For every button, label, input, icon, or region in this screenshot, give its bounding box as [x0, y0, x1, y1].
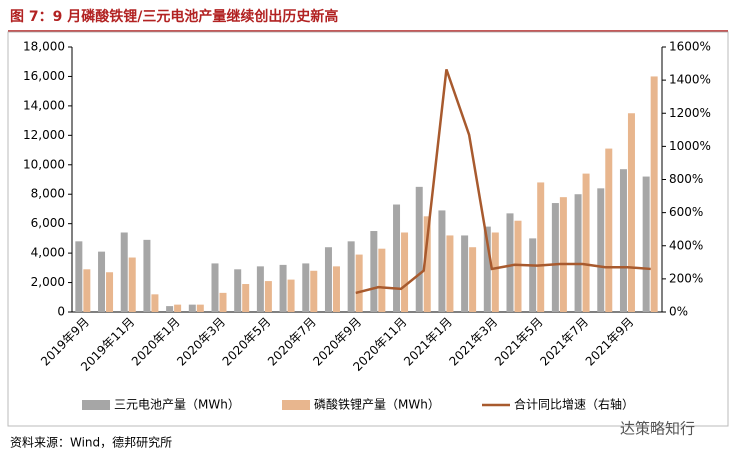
bar	[188, 304, 196, 312]
bar	[415, 186, 423, 312]
bar	[143, 239, 151, 312]
legend-label: 三元电池产量（MWh）	[114, 398, 240, 412]
bar	[378, 248, 386, 312]
bar	[619, 169, 627, 312]
bar	[650, 76, 658, 312]
y2-tick-label: 1400%	[669, 73, 711, 87]
y2-tick-label: 800%	[669, 172, 703, 186]
legend-swatch	[82, 400, 110, 410]
y2-tick-label: 0%	[669, 305, 688, 319]
y-tick-label: 2,000	[31, 275, 65, 289]
y-tick-label: 10,000	[23, 157, 65, 171]
y2-tick-label: 600%	[669, 205, 703, 219]
y2-tick-label: 1600%	[669, 40, 711, 54]
y-tick-label: 18,000	[23, 40, 65, 54]
bar	[506, 213, 514, 312]
bar	[279, 264, 287, 312]
line-series	[355, 68, 651, 295]
bar	[642, 176, 650, 312]
x-tick-label: 2020年7月	[265, 315, 319, 369]
bar	[310, 270, 318, 312]
bar	[446, 235, 454, 312]
y2-tick-label: 1000%	[669, 139, 711, 153]
y-tick-label: 4,000	[31, 246, 65, 260]
bar	[332, 266, 340, 312]
bar	[106, 272, 114, 312]
legend-label: 合计同比增速（右轴）	[514, 397, 634, 412]
bar	[211, 263, 219, 312]
bar	[196, 304, 204, 312]
y-tick-label: 8,000	[31, 187, 65, 201]
bar	[355, 254, 363, 312]
bar	[582, 173, 590, 312]
bar	[401, 232, 409, 312]
x-tick-label: 2021年1月	[401, 315, 455, 369]
y2-tick-label: 200%	[669, 271, 703, 285]
bar	[529, 238, 537, 312]
bar	[174, 304, 182, 312]
bar	[234, 269, 242, 312]
chart-title: 图 7：9 月磷酸铁锂/三元电池产量继续创出历史新高	[10, 8, 338, 25]
bar	[370, 231, 378, 312]
y2-tick-label: 1200%	[669, 106, 711, 120]
bar	[128, 257, 136, 312]
bar	[423, 216, 431, 312]
bar	[151, 294, 159, 312]
x-tick-label: 2021年7月	[537, 315, 591, 369]
y2-tick-label: 400%	[669, 238, 703, 252]
legend-swatch	[282, 400, 310, 410]
watermark: 达策略知行	[620, 420, 695, 438]
bar	[574, 194, 582, 312]
bar	[83, 269, 91, 312]
bar	[551, 203, 559, 312]
x-tick-label: 2020年3月	[174, 315, 228, 369]
bar	[438, 210, 446, 312]
bar	[627, 113, 635, 312]
bar	[287, 279, 295, 312]
bar	[469, 247, 477, 312]
bar	[324, 247, 332, 312]
y-tick-label: 12,000	[23, 128, 65, 142]
legend-label: 磷酸铁锂产量（MWh）	[314, 397, 440, 412]
x-tick-label: 2021年3月	[447, 315, 501, 369]
y-tick-label: 6,000	[31, 216, 65, 230]
bar	[514, 220, 522, 312]
x-tick-label: 2020年1月	[129, 315, 183, 369]
bar	[537, 182, 545, 312]
bar	[605, 148, 613, 312]
bar	[302, 263, 310, 312]
bar	[597, 188, 605, 312]
bar	[559, 197, 567, 312]
bar	[347, 241, 355, 312]
bar	[264, 281, 272, 312]
bar	[256, 266, 264, 312]
bar	[120, 232, 128, 312]
bar	[393, 204, 401, 312]
bar	[219, 292, 227, 312]
y-tick-label: 14,000	[23, 98, 65, 112]
bar	[98, 251, 106, 312]
x-tick-label: 2021年9月	[583, 315, 637, 369]
bar	[242, 284, 250, 312]
x-tick-label: 2020年5月	[220, 315, 274, 369]
bar	[166, 306, 174, 312]
source: 资料来源：Wind，德邦研究所	[10, 435, 172, 450]
y-tick-label: 16,000	[23, 69, 65, 83]
bar	[75, 241, 83, 312]
y-tick-label: 0	[57, 305, 65, 319]
bar	[491, 232, 499, 312]
chart-frame	[7, 31, 729, 427]
bar	[461, 235, 469, 312]
bar	[483, 226, 491, 312]
